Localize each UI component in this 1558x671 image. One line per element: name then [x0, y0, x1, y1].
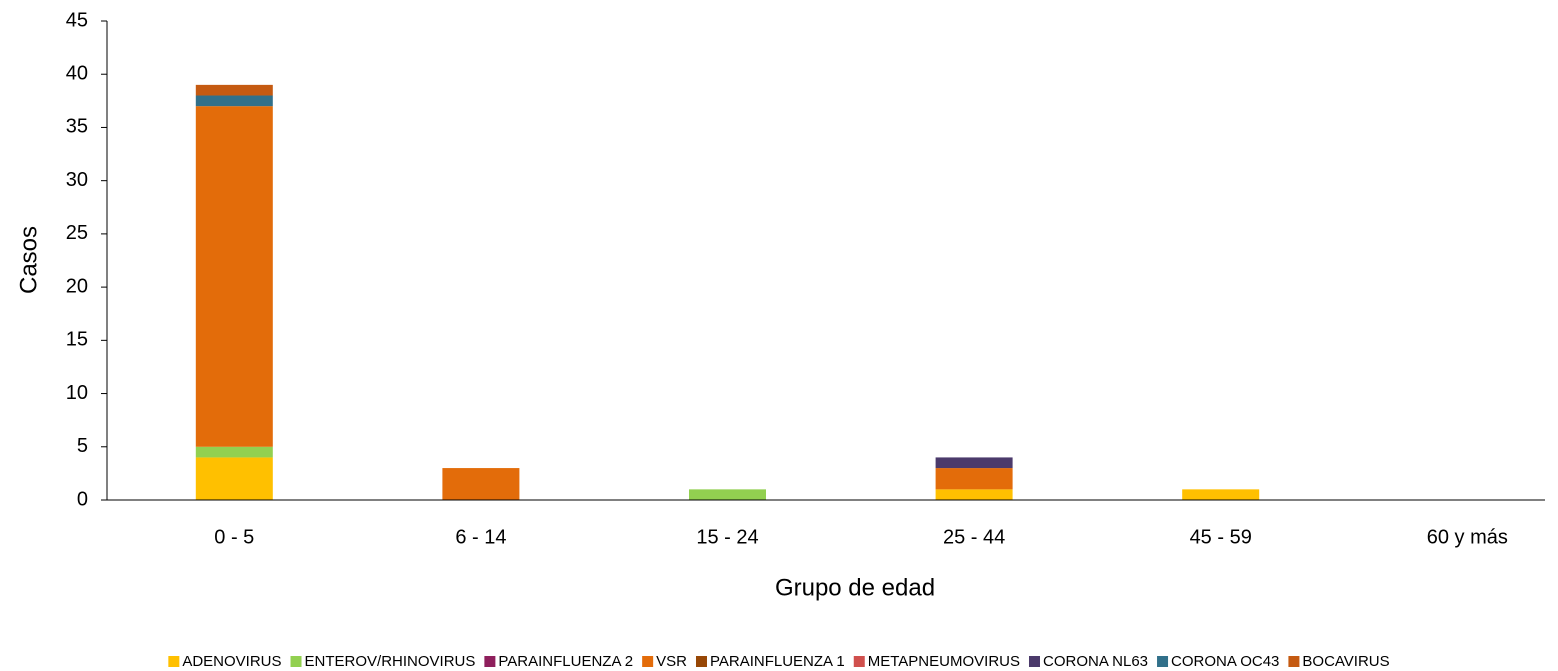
- y-tick-label: 45: [66, 9, 88, 31]
- legend-label: PARAINFLUENZA 1: [710, 653, 845, 670]
- legend-label: VSR: [656, 653, 687, 670]
- y-tick-label: 20: [66, 275, 88, 297]
- bar-segment: [195, 446, 273, 458]
- legend-label: ADENOVIRUS: [182, 653, 281, 670]
- bar-segment: [935, 489, 1013, 500]
- x-tick-label: 15 - 24: [696, 526, 758, 548]
- bar-segment: [195, 106, 273, 447]
- x-tick-label: 0 - 5: [214, 526, 254, 548]
- legend-swatch: [1288, 656, 1300, 667]
- y-tick-label: 25: [66, 222, 88, 244]
- legend-swatch: [642, 656, 654, 667]
- y-tick-label: 10: [66, 382, 88, 404]
- y-tick-label: 40: [66, 63, 88, 85]
- y-tick-label: 30: [66, 169, 88, 191]
- y-tick-label: 15: [66, 329, 88, 351]
- legend-swatch: [484, 656, 496, 667]
- y-tick-label: 35: [66, 116, 88, 138]
- legend-label: PARAINFLUENZA 2: [498, 653, 633, 670]
- legend-label: CORONA NL63: [1043, 653, 1148, 670]
- bar-segment: [195, 95, 273, 107]
- legend-swatch: [290, 656, 302, 667]
- legend-swatch: [1157, 656, 1169, 667]
- y-tick-label: 0: [77, 488, 88, 510]
- legend-swatch: [1028, 656, 1040, 667]
- bar-segment: [689, 489, 766, 500]
- legend-label: ENTEROV/RHINOVIRUS: [305, 653, 476, 670]
- bar-segment: [195, 84, 273, 96]
- x-tick-label: 60 y más: [1427, 526, 1508, 548]
- x-tick-label: 45 - 59: [1190, 526, 1252, 548]
- y-axis-title: Casos: [15, 226, 42, 294]
- x-axis-title: Grupo de edad: [775, 574, 935, 601]
- legend-label: METAPNEUMOVIRUS: [868, 653, 1020, 670]
- x-tick-label: 6 - 14: [455, 526, 506, 548]
- bar-segment: [442, 468, 520, 500]
- bar-segment: [195, 457, 273, 500]
- x-tick-label: 25 - 44: [943, 526, 1005, 548]
- bar-segment: [935, 468, 1013, 490]
- legend-label: CORONA OC43: [1171, 653, 1279, 670]
- legend-label: BOCAVIRUS: [1302, 653, 1389, 670]
- y-tick-label: 5: [77, 435, 88, 457]
- legend-swatch: [853, 656, 865, 667]
- bar-segment: [935, 457, 1013, 469]
- bar-segment: [1182, 489, 1260, 500]
- legend-swatch: [168, 656, 180, 667]
- legend-swatch: [695, 656, 707, 667]
